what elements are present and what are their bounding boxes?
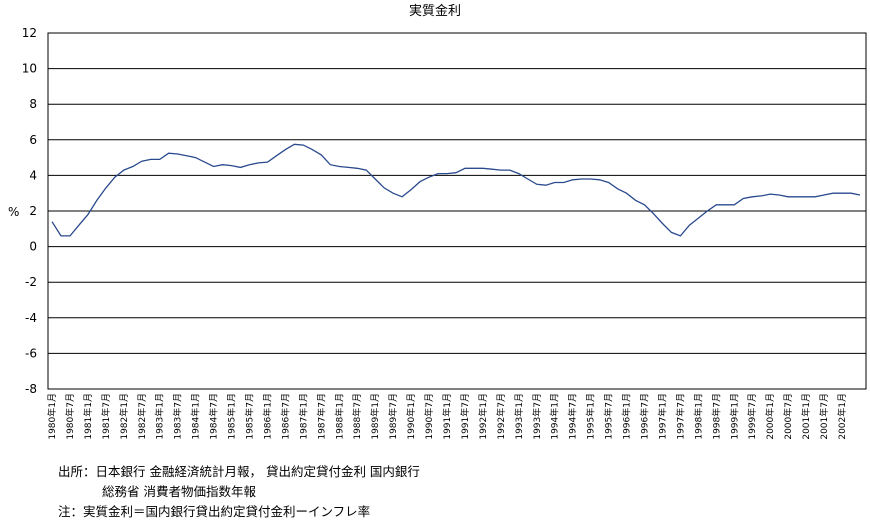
y-tick-label: 6 xyxy=(29,133,37,147)
x-tick-label: 1988年7月 xyxy=(351,393,363,440)
x-tick-label: 1980年1月 xyxy=(46,393,58,440)
y-tick-label: -2 xyxy=(25,275,37,289)
x-tick-label: 1992年1月 xyxy=(477,393,489,440)
x-tick-label: 2001年7月 xyxy=(818,393,830,440)
x-tick-label: 1992年7月 xyxy=(495,393,507,440)
x-tick-label: 1984年7月 xyxy=(208,393,220,440)
x-tick-label: 1997年1月 xyxy=(656,393,668,440)
x-tick-label: 1996年1月 xyxy=(621,393,633,440)
y-axis-label: % xyxy=(8,205,19,219)
gridlines xyxy=(48,32,866,390)
source-note-line-1: 出所：日本銀行 金融経済統計月報， 貸出約定貸付金利 国内銀行 xyxy=(58,464,420,479)
x-tick-label: 1988年1月 xyxy=(333,393,345,440)
x-tick-label: 1998年7月 xyxy=(710,393,722,440)
x-tick-label: 2002年1月 xyxy=(836,393,848,440)
y-tick-label: 12 xyxy=(22,26,37,40)
x-tick-label: 1990年7月 xyxy=(423,393,435,440)
source-note-line-2: 総務省 消費者物価指数年報 xyxy=(102,484,256,499)
x-tick-label: 2001年1月 xyxy=(800,393,812,440)
x-tick-label: 1982年7月 xyxy=(136,393,148,440)
x-tick-label: 1991年7月 xyxy=(459,393,471,440)
x-tick-label: 1985年7月 xyxy=(244,393,256,440)
x-tick-label: 1984年1月 xyxy=(190,393,202,440)
x-tick-label: 2000年1月 xyxy=(764,393,776,440)
y-tick-labels: 12 10 8 6 4 2 0 -2 -4 -6 -8 xyxy=(22,26,37,396)
x-tick-label: 1995年1月 xyxy=(585,393,597,440)
x-tick-label: 1990年1月 xyxy=(405,393,417,440)
x-tick-label: 1994年7月 xyxy=(567,393,579,440)
x-tick-label: 1991年1月 xyxy=(441,393,453,440)
x-tick-label: 1981年1月 xyxy=(82,393,94,440)
x-tick-label: 1989年1月 xyxy=(369,393,381,440)
x-tick-label: 1995年7月 xyxy=(603,393,615,440)
x-tick-label: 1986年7月 xyxy=(279,393,291,440)
x-tick-label: 1999年1月 xyxy=(728,393,740,440)
x-tick-label: 1983年1月 xyxy=(154,393,166,440)
x-tick-label: 1981年7月 xyxy=(100,393,112,440)
x-tick-label: 1993年1月 xyxy=(513,393,525,440)
plot-area-border xyxy=(47,32,867,390)
x-tick-label: 1993年7月 xyxy=(531,393,543,440)
y-tick-label: 10 xyxy=(22,62,37,76)
y-tick-label: 0 xyxy=(29,240,37,254)
x-tick-label: 1999年7月 xyxy=(746,393,758,440)
y-tick-label: -4 xyxy=(25,311,37,325)
x-tick-label: 1989年7月 xyxy=(387,393,399,440)
y-tick-label: 4 xyxy=(29,168,37,182)
x-tick-label: 1994年1月 xyxy=(549,393,561,440)
x-tick-label: 1982年1月 xyxy=(118,393,130,440)
x-tick-label: 1996年7月 xyxy=(639,393,651,440)
x-tick-label: 1997年7月 xyxy=(674,393,686,440)
y-tick-label: 8 xyxy=(29,97,37,111)
x-tick-label: 1980年7月 xyxy=(64,393,76,440)
x-tick-label: 1986年1月 xyxy=(261,393,273,440)
y-tick-label: -8 xyxy=(25,382,37,396)
x-tick-labels: 1980年1月 1980年7月 1981年1月 1981年7月 1982年1月 1982年… xyxy=(46,393,848,440)
y-tick-label: -6 xyxy=(25,346,37,360)
x-tick-label: 1987年7月 xyxy=(315,393,327,440)
x-tick-label: 1985年1月 xyxy=(226,393,238,440)
x-tick-label: 1987年1月 xyxy=(297,393,309,440)
x-tick-label: 1998年1月 xyxy=(692,393,704,440)
definition-note: 注：実質金利＝国内銀行貸出約定貸付金利ーインフレ率 xyxy=(58,504,371,519)
chart-title: 実質金利 xyxy=(409,3,461,19)
y-tick-label: 2 xyxy=(29,204,37,218)
series-line-real-interest-rate xyxy=(51,143,861,237)
x-tick-label: 1983年7月 xyxy=(172,393,184,440)
x-tick-label: 2000年7月 xyxy=(782,393,794,440)
